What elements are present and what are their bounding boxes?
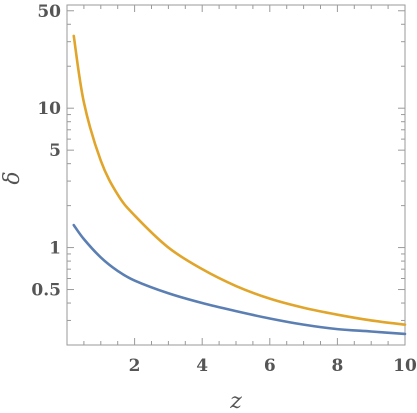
y-tick-label: 1 <box>49 239 61 259</box>
x-tick-label: 10 <box>393 356 417 376</box>
y-tick-label: 0.5 <box>31 281 61 301</box>
series-line-1 <box>72 34 407 326</box>
series-line-2 <box>72 223 407 336</box>
y-tick-label: 50 <box>37 2 61 22</box>
y-tick-label: 10 <box>37 99 61 119</box>
y-tick-label: 5 <box>49 141 61 161</box>
plot-frame <box>66 4 406 346</box>
y-axis-title: δ <box>0 171 25 184</box>
axes: 0.5 1 5 10 50 2 4 6 8 10 <box>31 2 417 376</box>
series-group <box>72 34 407 336</box>
x-tick-label: 4 <box>196 356 208 376</box>
x-axis-title: z <box>229 389 242 413</box>
x-tick-label: 6 <box>264 356 276 376</box>
x-tick-label: 8 <box>331 356 343 376</box>
x-tick-label: 2 <box>129 356 141 376</box>
